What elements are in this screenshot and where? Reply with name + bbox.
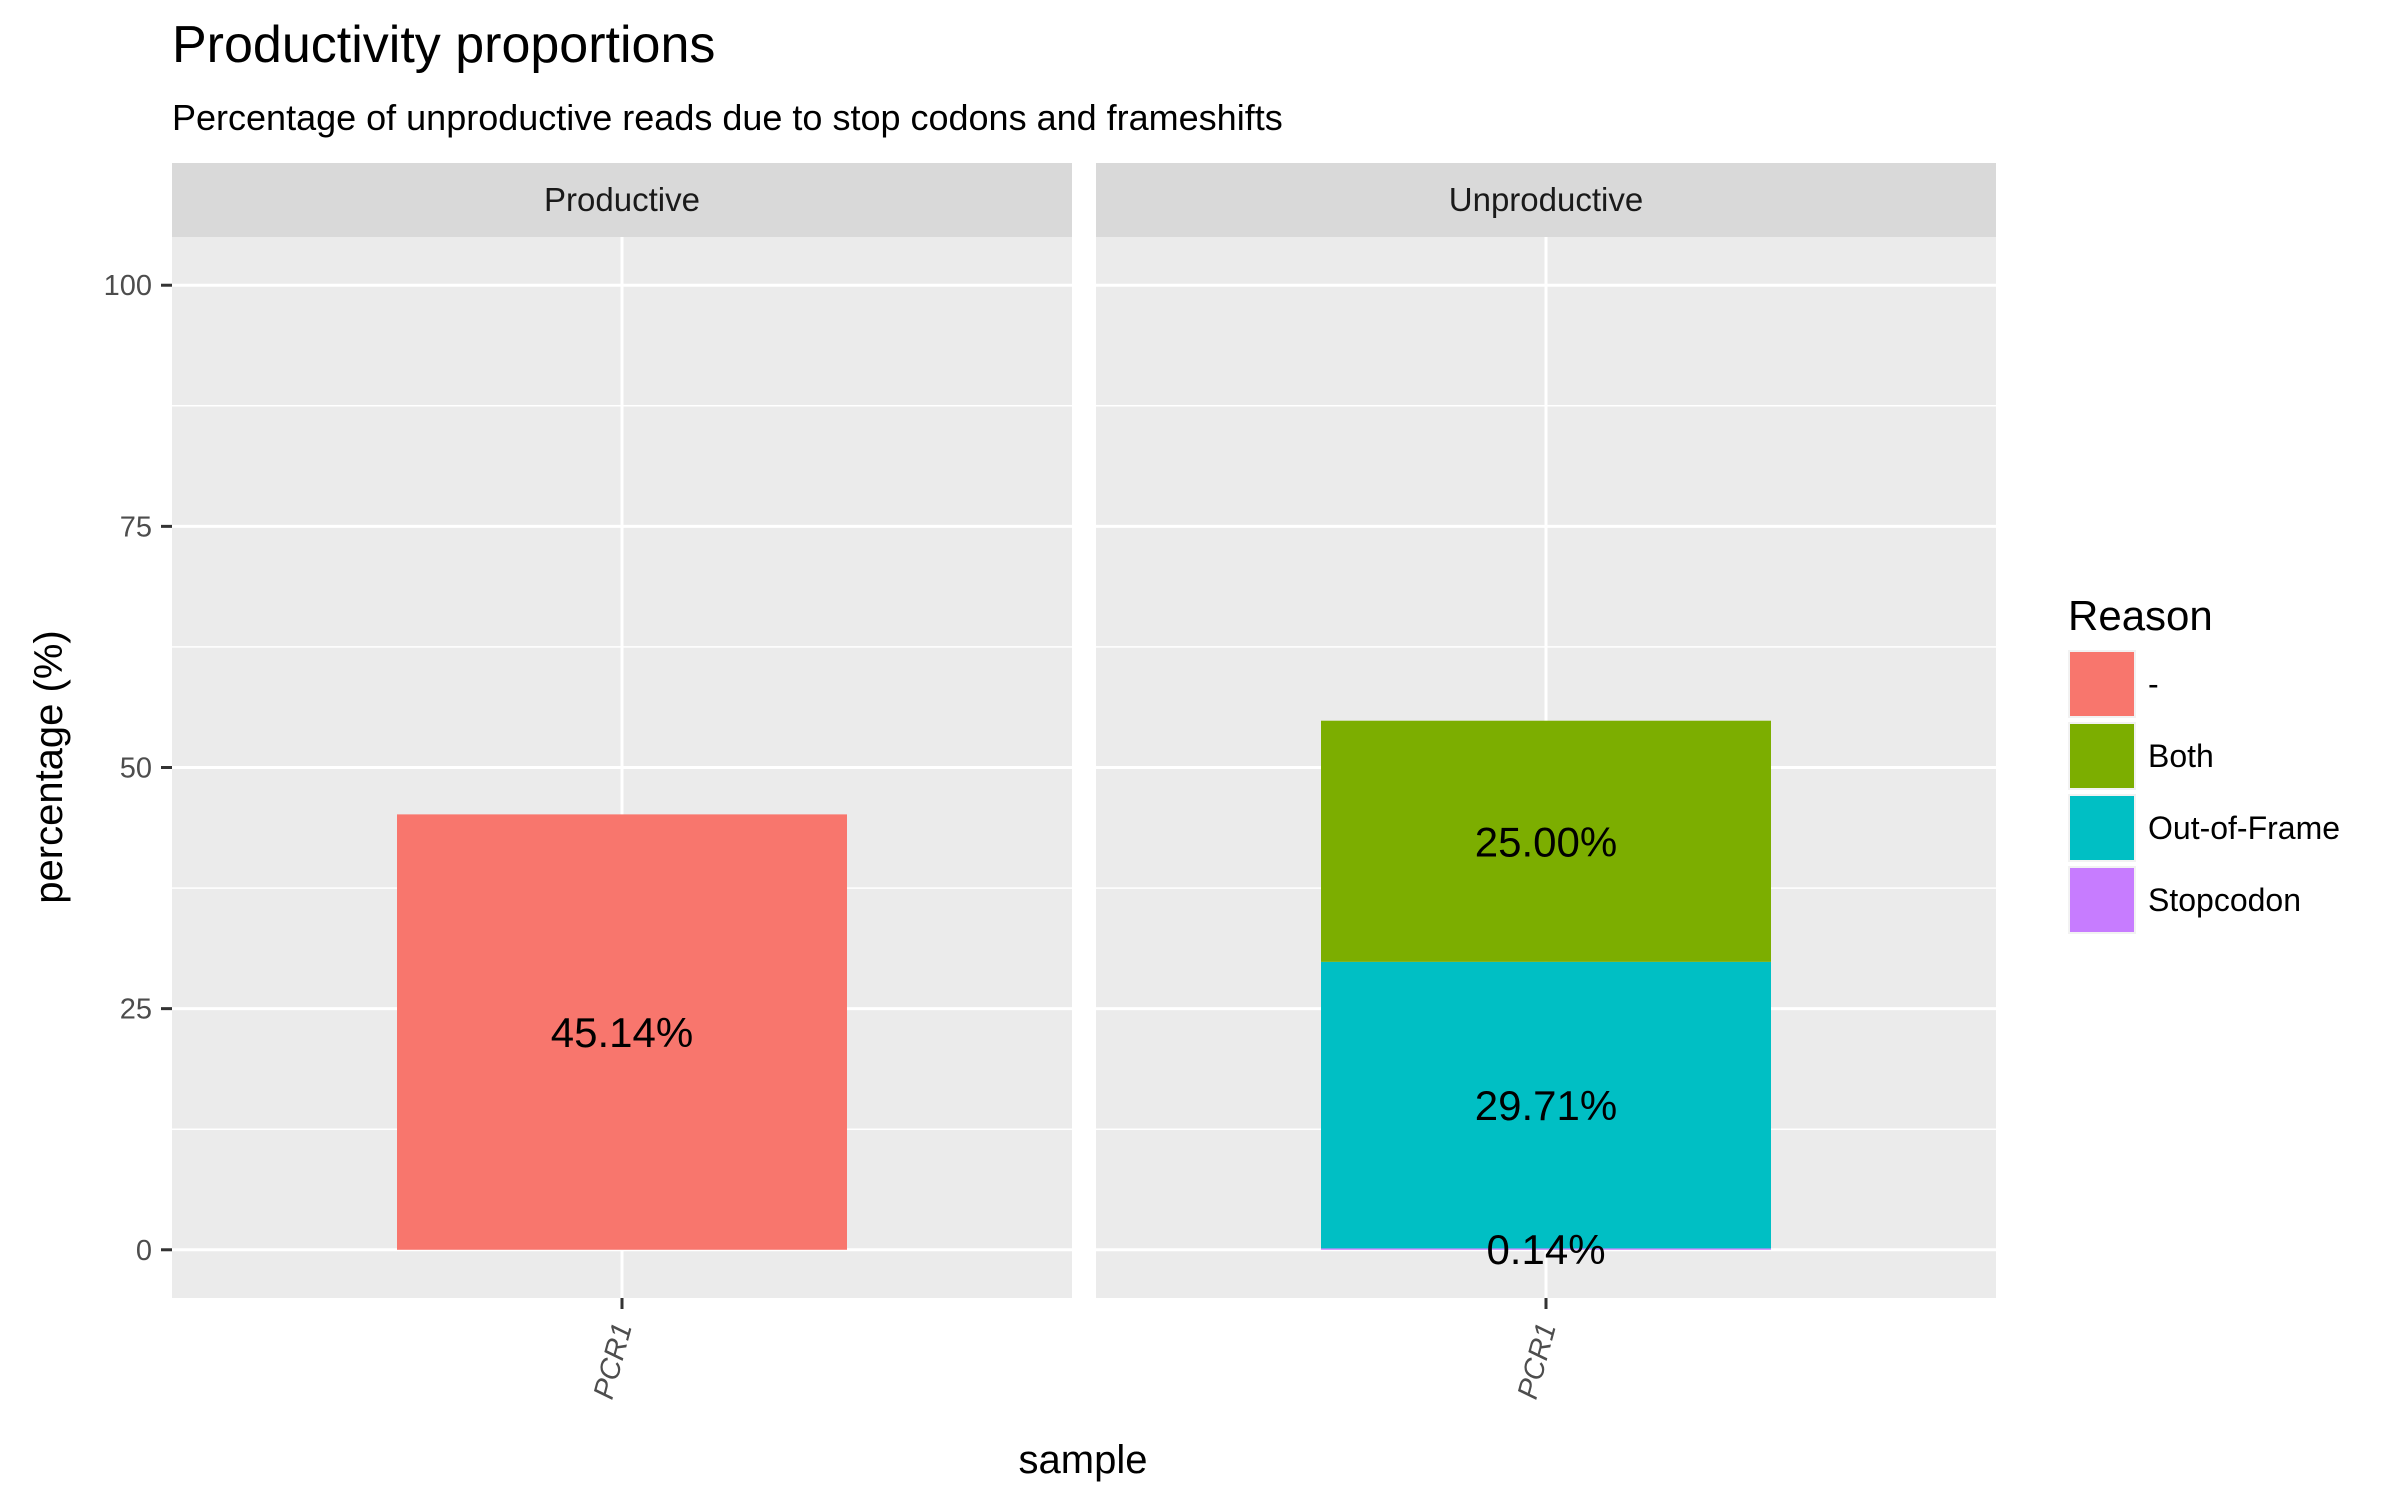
legend-label: Stopcodon xyxy=(2148,882,2301,918)
facet-panel-unproductive: Unproductive 0.14% 29.71% 25.00% xyxy=(1096,163,1996,1298)
legend-swatch xyxy=(2070,724,2134,788)
legend-swatch xyxy=(2070,796,2134,860)
legend-item: Stopcodon xyxy=(2068,866,2301,934)
x-tick-label: PCR1 xyxy=(1512,1320,1563,1403)
legend-item: Both xyxy=(2068,722,2214,790)
chart-title: Productivity proportions xyxy=(172,16,715,74)
data-label: 25.00% xyxy=(1475,818,1617,865)
data-label: 29.71% xyxy=(1475,1082,1617,1129)
legend-label: Out-of-Frame xyxy=(2148,810,2340,846)
y-axis-title: percentage (%) xyxy=(27,630,71,903)
legend-item: Out-of-Frame xyxy=(2068,794,2340,862)
x-axis-title: sample xyxy=(1019,1438,1148,1482)
bar-segment-stopcodon xyxy=(1321,1248,1771,1250)
legend-swatch xyxy=(2070,652,2134,716)
facet-strip xyxy=(172,163,1072,237)
bar-segment- xyxy=(397,814,847,1250)
facet-panels: Productive 45.14% Unproductive 0.14% 29.71% 2… xyxy=(172,163,1996,1298)
facet-strip xyxy=(1096,163,1996,237)
legend-swatch xyxy=(2070,868,2134,932)
legend-item: - xyxy=(2068,650,2159,718)
x-tick-label: PCR1 xyxy=(588,1320,639,1403)
legend: Reason - Both Out-of-Frame Stopcodon xyxy=(2068,592,2340,934)
legend-label: Both xyxy=(2148,738,2214,774)
bar-segment-both xyxy=(1321,720,1771,962)
x-axis: PCR1 PCR1 xyxy=(588,1298,1563,1403)
data-label: 45.14% xyxy=(551,1009,693,1056)
y-tick-label: 100 xyxy=(104,270,152,302)
y-tick-label: 75 xyxy=(120,511,152,543)
facet-panel-productive: Productive 45.14% xyxy=(172,163,1072,1298)
y-tick-label: 0 xyxy=(136,1235,152,1267)
chart-subtitle: Percentage of unproductive reads due to … xyxy=(172,97,1283,138)
facet-strip-label: Unproductive xyxy=(1449,181,1643,218)
data-label: 0.14% xyxy=(1486,1226,1605,1273)
legend-title: Reason xyxy=(2068,592,2213,639)
legend-label: - xyxy=(2148,666,2159,702)
facet-strip-label: Productive xyxy=(544,181,700,218)
y-tick-label: 50 xyxy=(120,753,152,785)
y-axis: 0 25 50 75 100 xyxy=(104,270,172,1267)
y-tick-label: 25 xyxy=(120,994,152,1026)
bar-segment-out-of-frame xyxy=(1321,961,1771,1249)
